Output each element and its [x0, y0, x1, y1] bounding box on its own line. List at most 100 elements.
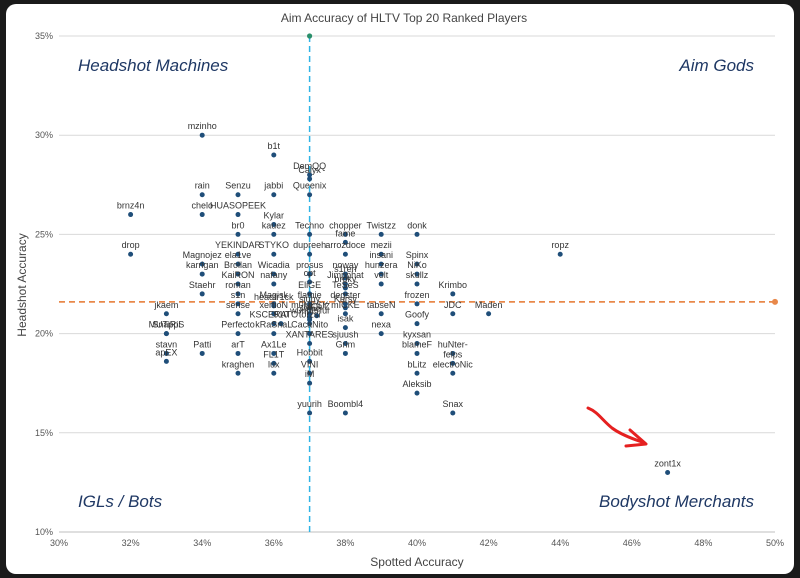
data-point [307, 305, 313, 311]
data-point [307, 291, 313, 297]
data-point-label: Aleksib [402, 379, 431, 389]
data-point [557, 251, 563, 257]
data-point-label: felps [443, 349, 463, 359]
data-point [128, 212, 134, 218]
data-point-label: volt [374, 270, 389, 280]
data-point-label: NiKo [407, 260, 427, 270]
data-point [342, 350, 348, 356]
data-point [307, 380, 313, 386]
data-point [342, 305, 348, 311]
data-point [199, 291, 205, 297]
data-point-label: skullz [406, 270, 429, 280]
data-point-label: fame [335, 228, 355, 238]
data-point-label: rain [195, 181, 210, 191]
data-point-label: jabbi [263, 181, 283, 191]
data-point [271, 331, 277, 337]
data-point [199, 350, 205, 356]
data-point [307, 176, 313, 182]
data-point [342, 251, 348, 257]
data-point-label: ela1ve [225, 250, 252, 260]
data-point [271, 303, 277, 309]
data-point-label: isak [337, 314, 354, 324]
data-point-label: noway [332, 260, 359, 270]
x-tick-label: 40% [408, 538, 426, 548]
data-point-label: CacaNito [291, 320, 328, 330]
data-point-label: Techno [295, 220, 324, 230]
data-point-label: Snappi [152, 320, 180, 330]
data-point [414, 301, 420, 307]
y-tick-label: 10% [35, 527, 53, 537]
data-point [235, 192, 241, 198]
data-point-label: Kylar [264, 210, 285, 220]
data-point [378, 251, 384, 257]
data-point-label: b1t [268, 141, 281, 151]
data-point-label: MUTiRiS [149, 320, 185, 330]
data-point [163, 350, 169, 356]
data-point-label: lux [268, 359, 280, 369]
data-point-label: Maden [475, 300, 503, 310]
data-point [271, 221, 277, 227]
scatter-chart: 10% 15% 20% 25% 30% 35% 30% 32% 34% 36% 38% 40% 42% 4… [15, 11, 784, 569]
y-tick-label: 35% [35, 31, 53, 41]
data-point [414, 390, 420, 396]
data-point [163, 358, 169, 364]
data-point-label: Krimbo [439, 280, 468, 290]
data-point [307, 331, 313, 337]
data-point [307, 192, 313, 198]
data-point [450, 311, 456, 317]
data-point [342, 410, 348, 416]
data-point-label: s1ren [334, 264, 357, 274]
data-point [342, 341, 348, 347]
data-point [342, 291, 348, 297]
data-point-label: degster [330, 290, 360, 300]
axes: 10% 15% 20% 25% 30% 35% 30% 32% 34% 36% 38% 40% 42% 4… [35, 31, 784, 548]
data-point-label: Staehr [189, 280, 216, 290]
data-point-label: DemQQ [293, 161, 326, 171]
data-point [235, 291, 241, 297]
x-tick-label: 44% [551, 538, 569, 548]
data-point [235, 261, 241, 267]
data-point [378, 271, 384, 277]
data-point [307, 301, 313, 307]
data-point [235, 370, 241, 376]
data-point [307, 410, 313, 416]
data-point [271, 321, 277, 327]
data-point-label: iM [305, 369, 315, 379]
data-point-label: headtr1ck [254, 292, 294, 302]
arrow-shaft [586, 406, 644, 444]
data-point-label: nafany [260, 270, 288, 280]
data-point-label: Spinx [406, 250, 429, 260]
data-point-label: jkaem [153, 300, 178, 310]
data-point [271, 251, 277, 257]
data-point [378, 281, 384, 287]
data-point-label: Brollan [224, 260, 252, 270]
data-point [271, 350, 277, 356]
data-point [235, 251, 241, 257]
data-point-label: Boombl4 [328, 399, 364, 409]
data-point [199, 261, 205, 267]
data-point [378, 331, 384, 337]
x-tick-label: 36% [265, 538, 283, 548]
data-point-label: kraghen [222, 359, 255, 369]
data-point-label: zont1x [654, 458, 681, 468]
quadrant-label-top-left: Headshot Machines [78, 56, 229, 75]
data-point [307, 358, 313, 364]
data-point-label: YEKINDAR [215, 240, 262, 250]
data-point-label: arrozdoce [325, 240, 365, 250]
data-point-label: STYKO [259, 240, 290, 250]
data-point [414, 271, 420, 277]
x-tick-label: 30% [50, 538, 68, 548]
data-point [414, 231, 420, 237]
data-point [314, 313, 320, 319]
data-point-label: tabseN [367, 300, 396, 310]
data-point-label: Ax1Le [261, 339, 287, 349]
data-point-label: frozen [404, 290, 429, 300]
data-point-label: EliGE [298, 280, 321, 290]
data-point-label: KaiRON [221, 270, 254, 280]
data-point-label: sense [226, 300, 250, 310]
y-tick-label: 15% [35, 428, 53, 438]
data-point-label: s1n [231, 290, 246, 300]
data-point [486, 311, 492, 317]
quadrant-label-top-right: Aim Gods [678, 56, 754, 75]
